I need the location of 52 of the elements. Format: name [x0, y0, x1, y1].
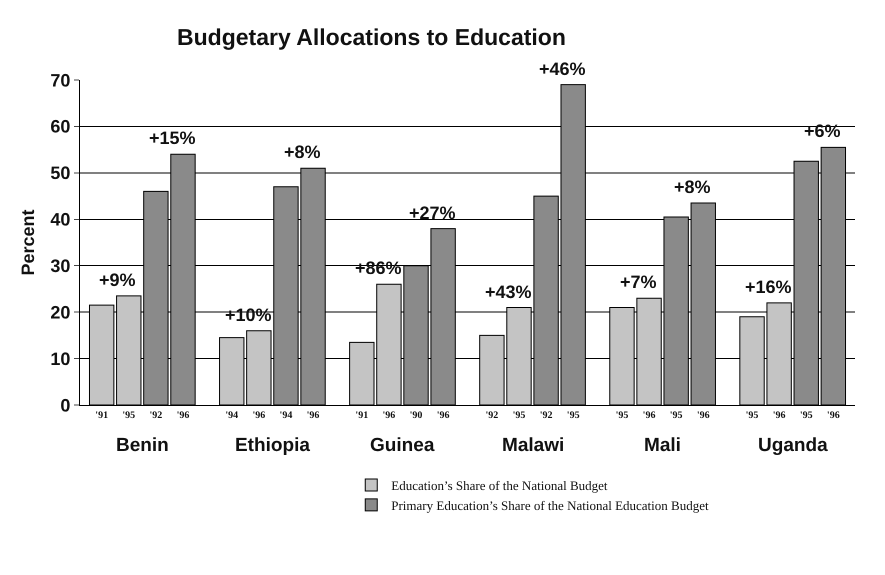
annotation: +7%: [620, 272, 657, 292]
x-tick-label: '94: [280, 410, 292, 421]
y-tick-label: 60: [50, 116, 70, 137]
chart-title: Budgetary Allocations to Education: [177, 24, 566, 50]
annotation: +6%: [804, 121, 841, 141]
text: Mali: [644, 435, 681, 456]
y-tick-label: 10: [50, 348, 70, 369]
x-tick-label: '96: [382, 410, 396, 421]
x-tick-label: '94: [225, 410, 238, 421]
x-tick-label: '96: [306, 410, 320, 421]
y-tick-label: 70: [50, 70, 70, 90]
x-tick-label: '95: [512, 410, 526, 421]
text: Ethiopia: [235, 435, 310, 456]
legend-label: Education’s Share of the National Budget: [391, 478, 608, 494]
annotation: +15%: [149, 128, 196, 148]
y-tick-label: 30: [50, 256, 70, 276]
annotation: +8%: [674, 177, 711, 197]
text: Malawi: [502, 435, 564, 456]
x-tick-label: '95: [800, 410, 813, 421]
x-tick-label: '96: [696, 410, 710, 421]
annotation: +46%: [539, 59, 586, 79]
y-tick-label: 50: [50, 163, 70, 184]
y-tick-label: 20: [50, 302, 70, 322]
x-tick-label: '92: [486, 410, 498, 421]
x-tick-label: '96: [642, 410, 656, 421]
annotation: +27%: [409, 203, 456, 223]
x-tick-label: '95: [746, 410, 758, 421]
x-tick-label: '96: [252, 410, 266, 421]
y-axis-title: Percent: [18, 209, 38, 276]
x-tick-label: '92: [540, 410, 552, 421]
annotation: +16%: [745, 277, 792, 297]
x-tick-label: '96: [436, 410, 450, 421]
annotation: +9%: [99, 270, 136, 290]
annotation: +8%: [284, 142, 321, 162]
text: Guinea: [370, 435, 435, 456]
x-tick-label: '96: [826, 410, 840, 421]
x-tick-label: '95: [670, 410, 683, 421]
x-tick-label: '92: [149, 410, 162, 421]
text: Benin: [116, 435, 169, 456]
legend-label: Primary Education’s Share of the National Education Budget: [391, 498, 709, 513]
y-tick-label: 0: [60, 395, 70, 416]
x-tick-label: '95: [122, 410, 136, 421]
annotation: +43%: [485, 282, 532, 302]
y-tick-label: 40: [50, 210, 70, 230]
text: Uganda: [758, 435, 828, 456]
x-tick-label: '91: [95, 410, 108, 421]
x-tick-label: '95: [566, 410, 580, 421]
x-tick-label: '96: [772, 410, 786, 421]
x-tick-label: '95: [616, 410, 628, 421]
x-tick-label: '90: [410, 410, 422, 421]
x-tick-label: '96: [176, 410, 190, 421]
x-tick-label: '91: [355, 410, 368, 421]
